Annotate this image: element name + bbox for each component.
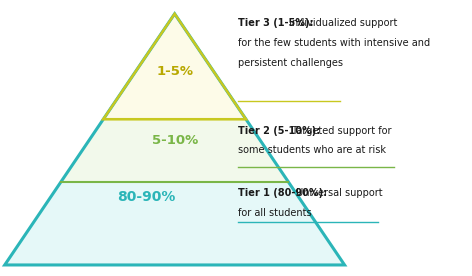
Text: Tier 1 (80-90%):: Tier 1 (80-90%): — [238, 188, 328, 198]
Polygon shape — [103, 14, 246, 119]
Text: 80-90%: 80-90% — [117, 190, 176, 204]
Text: Tier 2 (5-10%):: Tier 2 (5-10%): — [238, 126, 320, 136]
Polygon shape — [5, 182, 345, 265]
Text: 5-10%: 5-10% — [152, 134, 198, 147]
Text: Universal support: Universal support — [293, 188, 382, 198]
Text: 1-5%: 1-5% — [156, 65, 193, 78]
Text: Tier 3 (1-5%):: Tier 3 (1-5%): — [238, 18, 314, 28]
Text: for all students: for all students — [238, 208, 312, 217]
Text: Individualized support: Individualized support — [286, 18, 397, 28]
Text: Targeted support for: Targeted support for — [289, 126, 392, 136]
Text: for the few students with intensive and: for the few students with intensive and — [238, 38, 430, 48]
Text: persistent challenges: persistent challenges — [238, 58, 343, 68]
Polygon shape — [61, 119, 288, 182]
Text: some students who are at risk: some students who are at risk — [238, 145, 387, 155]
